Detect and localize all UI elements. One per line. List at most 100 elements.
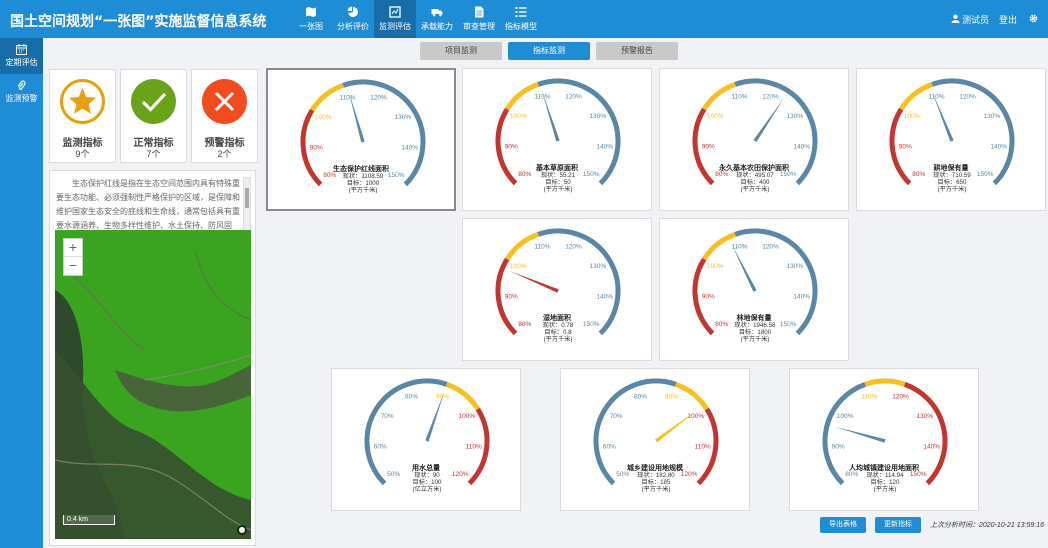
gauge-band-warning: [702, 82, 737, 111]
gauge-unit: (平方千米): [642, 485, 671, 493]
gauge-tick-label: 120%: [681, 471, 698, 478]
sidebar-label: 定期评估: [5, 58, 38, 67]
sidebar-item-warning[interactable]: 监测预警: [0, 74, 43, 110]
user-name: 测试员: [961, 15, 989, 25]
gauge-card-construction-land[interactable]: 50% 60% 70% 80% 90% 100% 110% 120% 现状：182.80 目标：1…: [560, 368, 750, 511]
stat-monitored[interactable]: 监测指标 9个: [49, 69, 116, 163]
list-icon: [515, 6, 527, 18]
pie-chart-icon: [347, 6, 359, 18]
gauge-tick-label: 80%: [845, 471, 858, 478]
gauge-band-alert: [300, 108, 323, 187]
gauge-card-ecological-redline[interactable]: 80% 90% 100% 110% 120% 130% 140% 150% 现状：1108.59…: [266, 68, 456, 211]
gauge-target: 目标：100: [413, 478, 442, 486]
gauge-band-normal: [537, 78, 621, 186]
gauge-tick-label: 90%: [832, 443, 845, 450]
gauge-chart: 80% 90% 100% 110% 120% 130% 140% 150% 现状：495.07目…: [692, 78, 818, 193]
gauge-tick-label: 90%: [310, 144, 323, 151]
logout-link[interactable]: 登出: [998, 15, 1017, 25]
gauge-tick-label: 90%: [505, 293, 518, 300]
stat-label: 正常指标: [133, 138, 174, 149]
scrollbar-thumb[interactable]: [245, 188, 249, 208]
zoom-out-button[interactable]: −: [68, 257, 78, 273]
stat-count: 7个: [146, 149, 161, 159]
app-title: 国土空间规划“一张图”实施监督信息系统: [10, 14, 267, 30]
gauge-band-warning: [505, 82, 540, 111]
gauge-band-warning: [310, 83, 345, 112]
paperclip-icon: [16, 80, 27, 91]
gauge-current: 现状：0.78: [543, 321, 574, 329]
gauge-tick-label: 80%: [912, 171, 925, 178]
document-icon: [473, 6, 485, 18]
gauge-current: 现状：1108.59: [343, 172, 384, 180]
gauge-target: 目标：1800: [739, 328, 772, 336]
gauge-unit: (平方米): [874, 485, 897, 493]
stat-normal[interactable]: 正常指标 7个: [120, 69, 187, 163]
nav-item-analysis[interactable]: 分析评价: [332, 0, 374, 38]
check-icon: [131, 79, 176, 124]
gauge-card-grassland[interactable]: 80% 90% 100% 110% 120% 130% 140% 150% 现状：55.21 目标…: [462, 68, 652, 211]
gauge-card-urban-land-per-capita[interactable]: 80% 90% 100% 110% 120% 130% 140% 150% 现状：114.94 目…: [789, 368, 979, 511]
nav-item-yizhangtu[interactable]: 一张图: [290, 0, 332, 38]
gauge-tick-label: 110%: [731, 244, 747, 251]
gauge-band-normal: [364, 378, 448, 486]
gauge-tick-label: 70%: [610, 413, 623, 420]
gauge-tick-label: 120%: [762, 94, 779, 101]
gauge-card-water-usage[interactable]: 50% 60% 70% 80% 90% 100% 110% 120% 现状：90目标：100(亿…: [331, 368, 521, 511]
gauge-tick-label: 80%: [634, 394, 647, 401]
map-view[interactable]: + − 0.4 km: [55, 230, 251, 539]
gauge-current: 现状：710.59: [933, 171, 971, 179]
zoom-in-button[interactable]: +: [64, 239, 82, 257]
gauge-card-wetland[interactable]: 80% 90% 100% 110% 120% 130% 140% 150% 现状：0.78 目标：…: [462, 218, 652, 361]
update-indicator-button[interactable]: 更新指标: [875, 517, 921, 533]
gauge-pointer: [731, 244, 757, 292]
nav-item-model[interactable]: 指标模型: [500, 0, 542, 38]
sidebar-item-periodic[interactable]: 定期评估: [0, 38, 43, 74]
gauge-card-cultivated-land[interactable]: 80% 90% 100% 110% 120% 130% 140% 150% 现状：710.59 目…: [856, 68, 1046, 211]
gauge-unit: (平方千米): [544, 185, 573, 193]
nav-item-review[interactable]: 审查管理: [458, 0, 500, 38]
tab-warning-report[interactable]: 预警报告: [596, 42, 678, 60]
gauge-current: 现状：495.07: [736, 171, 774, 179]
description-scrollbar[interactable]: [243, 177, 251, 233]
gauge-tick-label: 90%: [702, 293, 715, 300]
gauge-tick-label: 90%: [702, 143, 715, 150]
gauge-card-basic-farmland[interactable]: 80% 90% 100% 110% 120% 130% 140% 150% 现状：495.07 目…: [659, 68, 849, 211]
gauge-card-forest[interactable]: 80% 90% 100% 110% 120% 130% 140% 150% 现状：1946.58…: [659, 218, 849, 361]
map-imagery: [55, 249, 251, 539]
stat-warning[interactable]: 预警指标 2个: [191, 69, 258, 163]
nav-item-capacity[interactable]: 承载能力: [416, 0, 458, 38]
gauge-tick-label: 110%: [466, 443, 482, 450]
user-icon: [951, 14, 960, 25]
sub-tabs: 项目监测 指标监测 预警报告: [420, 42, 681, 60]
gauge-tick-label: 150%: [910, 471, 927, 478]
gauge-title: 基本草原面积: [536, 165, 578, 172]
nav-item-monitoring[interactable]: 监测评估: [374, 0, 416, 38]
gauge-tick-label: 140%: [401, 144, 418, 151]
gauge-tick-label: 90%: [436, 394, 449, 401]
gauge-tick-label: 80%: [518, 171, 531, 178]
gauge-chart: 80% 90% 100% 110% 120% 130% 140% 150% 现状：55.21目标…: [495, 78, 621, 193]
gauge-tick-label: 130%: [916, 413, 933, 420]
star-icon: [60, 79, 105, 124]
locate-icon[interactable]: [237, 525, 247, 535]
gauge-target: 目标：120: [871, 478, 900, 486]
user-menu[interactable]: 测试员: [951, 13, 989, 26]
gauge-band-warning: [505, 232, 540, 261]
gauge-pointer: [425, 391, 445, 442]
gauge-title: 用水总量: [412, 465, 440, 472]
gauge-tick-label: 120%: [892, 394, 909, 401]
tab-indicator-monitoring[interactable]: 指标监测: [508, 42, 590, 60]
gauge-target: 目标：400: [741, 178, 770, 186]
gear-icon[interactable]: [1029, 14, 1038, 25]
nav-label: 指标模型: [505, 22, 537, 31]
main-nav: 一张图 分析评价 监测评估 承载能力 审查管理 指标模型: [290, 0, 542, 38]
gauge-tick-label: 150%: [583, 321, 600, 328]
gauge-title: 永久基本农田保护面积: [719, 165, 789, 172]
gauge-band-alert: [692, 107, 715, 186]
gauge-tick-label: 140%: [596, 293, 613, 300]
gauge-tick-label: 120%: [452, 471, 469, 478]
gauge-tick-label: 60%: [374, 443, 387, 450]
tab-project-monitoring[interactable]: 项目监测: [420, 42, 502, 60]
export-table-button[interactable]: 导出表格: [820, 517, 866, 533]
gauge-pointer: [542, 91, 560, 142]
